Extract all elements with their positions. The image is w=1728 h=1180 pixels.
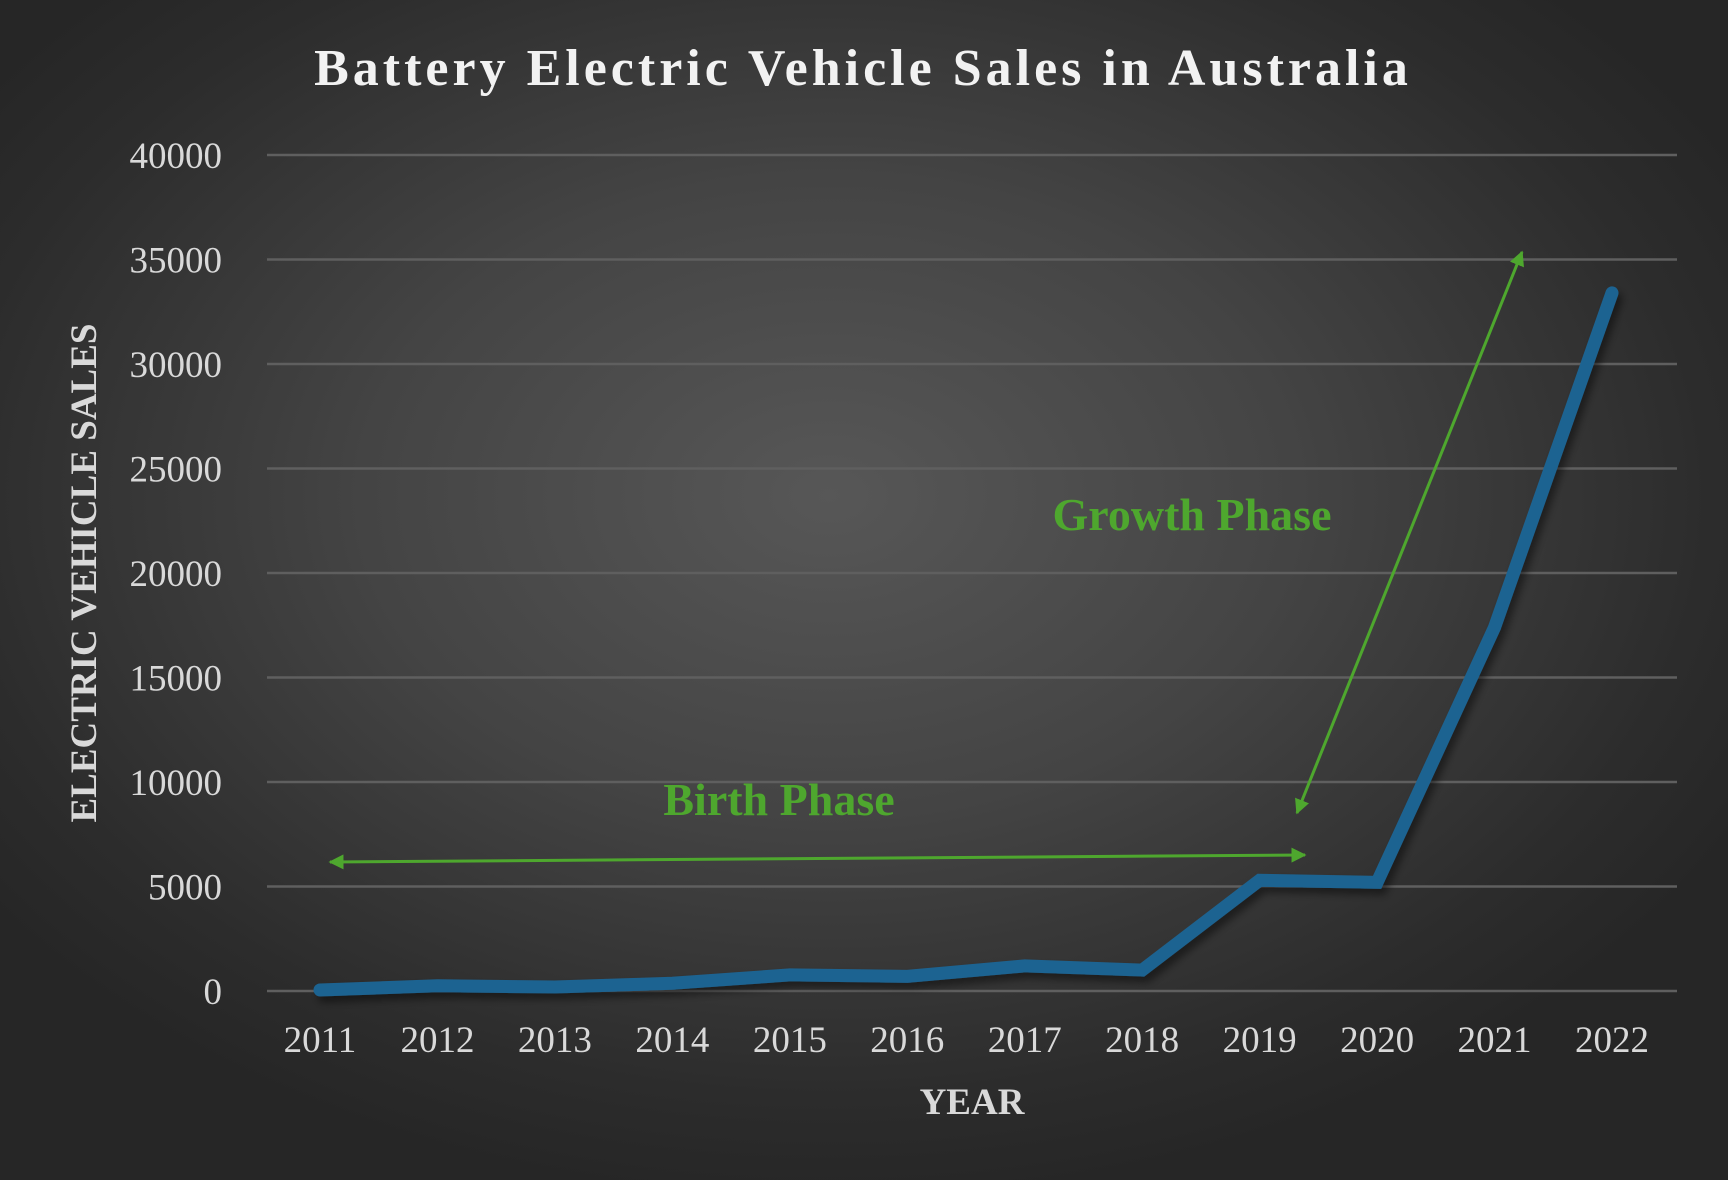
- y-tick-label: 10000: [130, 763, 223, 804]
- growth-phase-arrow: [1295, 250, 1524, 815]
- x-tick-label: 2015: [753, 1020, 827, 1061]
- x-tick-label: 2014: [635, 1020, 709, 1061]
- x-tick-label: 2019: [1223, 1020, 1297, 1061]
- y-tick-label: 25000: [130, 450, 223, 491]
- y-tick-label: 15000: [130, 659, 223, 700]
- x-tick-label: 2020: [1340, 1020, 1414, 1061]
- x-tick-label: 2012: [400, 1020, 474, 1061]
- x-tick-label: 2013: [518, 1020, 592, 1061]
- sales-line: [313, 286, 1619, 997]
- y-tick-label: 30000: [130, 345, 223, 386]
- birth-phase-arrow: [328, 847, 1307, 870]
- growth-phase-label: Growth Phase: [1053, 489, 1332, 540]
- y-tick-label: 35000: [130, 241, 223, 282]
- birth-phase-label: Birth Phase: [663, 774, 894, 825]
- chart-title: Battery Electric Vehicle Sales in Austra…: [314, 40, 1412, 97]
- y-tick-label: 20000: [130, 554, 223, 595]
- x-tick-label: 2017: [988, 1020, 1062, 1061]
- x-tick-label: 2018: [1105, 1020, 1179, 1061]
- x-tick-label: 2021: [1458, 1020, 1532, 1061]
- x-tick-label: 2022: [1575, 1020, 1649, 1061]
- x-tick-label: 2016: [870, 1020, 944, 1061]
- y-tick-label: 40000: [130, 136, 223, 177]
- y-tick-label: 5000: [148, 868, 222, 909]
- x-axis-label: YEAR: [920, 1082, 1026, 1123]
- y-axis-label: ELECTRIC VEHICLE SALES: [64, 324, 105, 823]
- x-tick-label: 2011: [284, 1020, 357, 1061]
- y-tick-label: 0: [204, 972, 223, 1013]
